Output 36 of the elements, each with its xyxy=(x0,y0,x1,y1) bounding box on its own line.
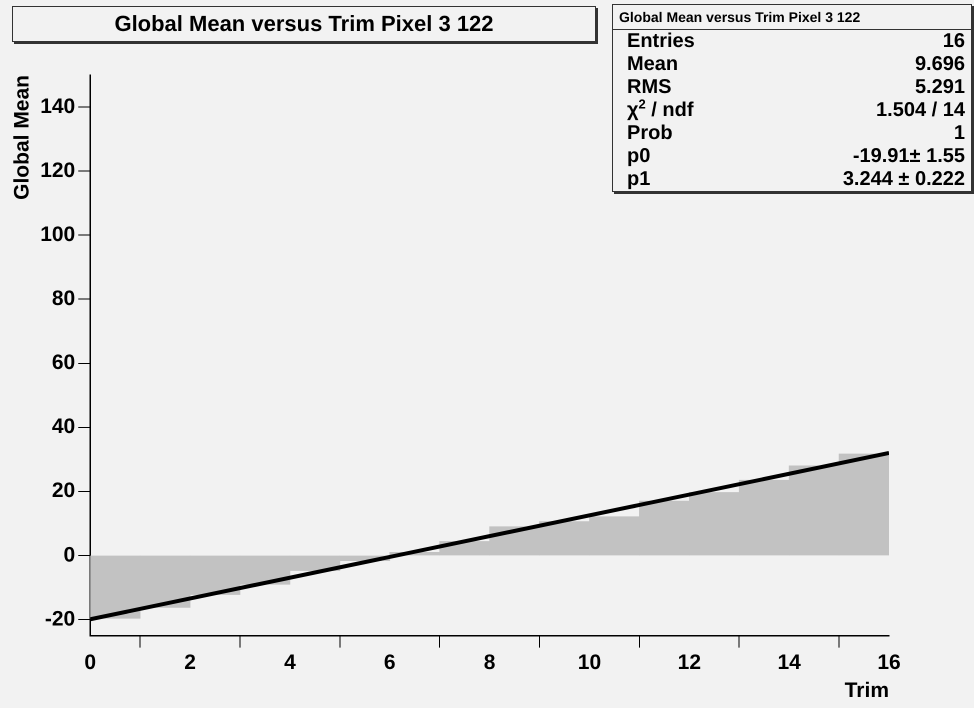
text: Entries xyxy=(627,30,695,53)
y-tick-label: 20 xyxy=(52,479,76,502)
x-tick-label: 16 xyxy=(877,650,901,674)
annotation: 3.244 ± 0.222 xyxy=(842,168,965,191)
text: 1 xyxy=(954,122,965,145)
annotation: Prob xyxy=(627,122,673,145)
text: Global Mean versus Trim Pixel 3 122 xyxy=(613,5,971,30)
y-tick-label: 0 xyxy=(64,543,76,566)
y-tick-label: 140 xyxy=(40,94,76,118)
x-tick-label: 4 xyxy=(284,650,296,674)
annotation: 1.504 / 14 xyxy=(876,99,965,122)
y-tick-label: 40 xyxy=(52,415,76,438)
x-tick-label: 6 xyxy=(384,650,396,674)
annotation: χ$^{2}$ / ndf xyxy=(627,96,694,122)
annotation: RMS xyxy=(627,76,672,99)
x-axis-title: Trim xyxy=(844,679,889,702)
annotation: Mean xyxy=(627,53,678,76)
chart-title: Global Mean versus Trim Pixel 3 122 xyxy=(12,6,596,42)
text: 9.696 xyxy=(914,53,965,76)
y-tick-label: 80 xyxy=(52,287,76,310)
x-tick-label: 10 xyxy=(578,650,602,674)
x-tick-label: 2 xyxy=(184,650,196,674)
x-tick-label: 14 xyxy=(777,650,802,674)
y-tick-label: 60 xyxy=(52,351,76,374)
y-axis-title: Global Mean xyxy=(10,75,34,200)
text: 5.291 xyxy=(914,76,965,99)
y-tick-label: 100 xyxy=(40,222,76,246)
annotation: p0 xyxy=(627,145,650,168)
y-tick-label: 120 xyxy=(40,158,76,182)
annotation: p1 xyxy=(627,168,650,191)
y-tick-label: -20 xyxy=(44,607,76,630)
text: 16 xyxy=(942,30,965,53)
annotation: -19.91± 1.55 xyxy=(852,145,965,168)
x-tick-label: 12 xyxy=(678,650,701,674)
x-tick-label: 8 xyxy=(484,650,496,674)
x-tick-label: 0 xyxy=(84,650,96,674)
